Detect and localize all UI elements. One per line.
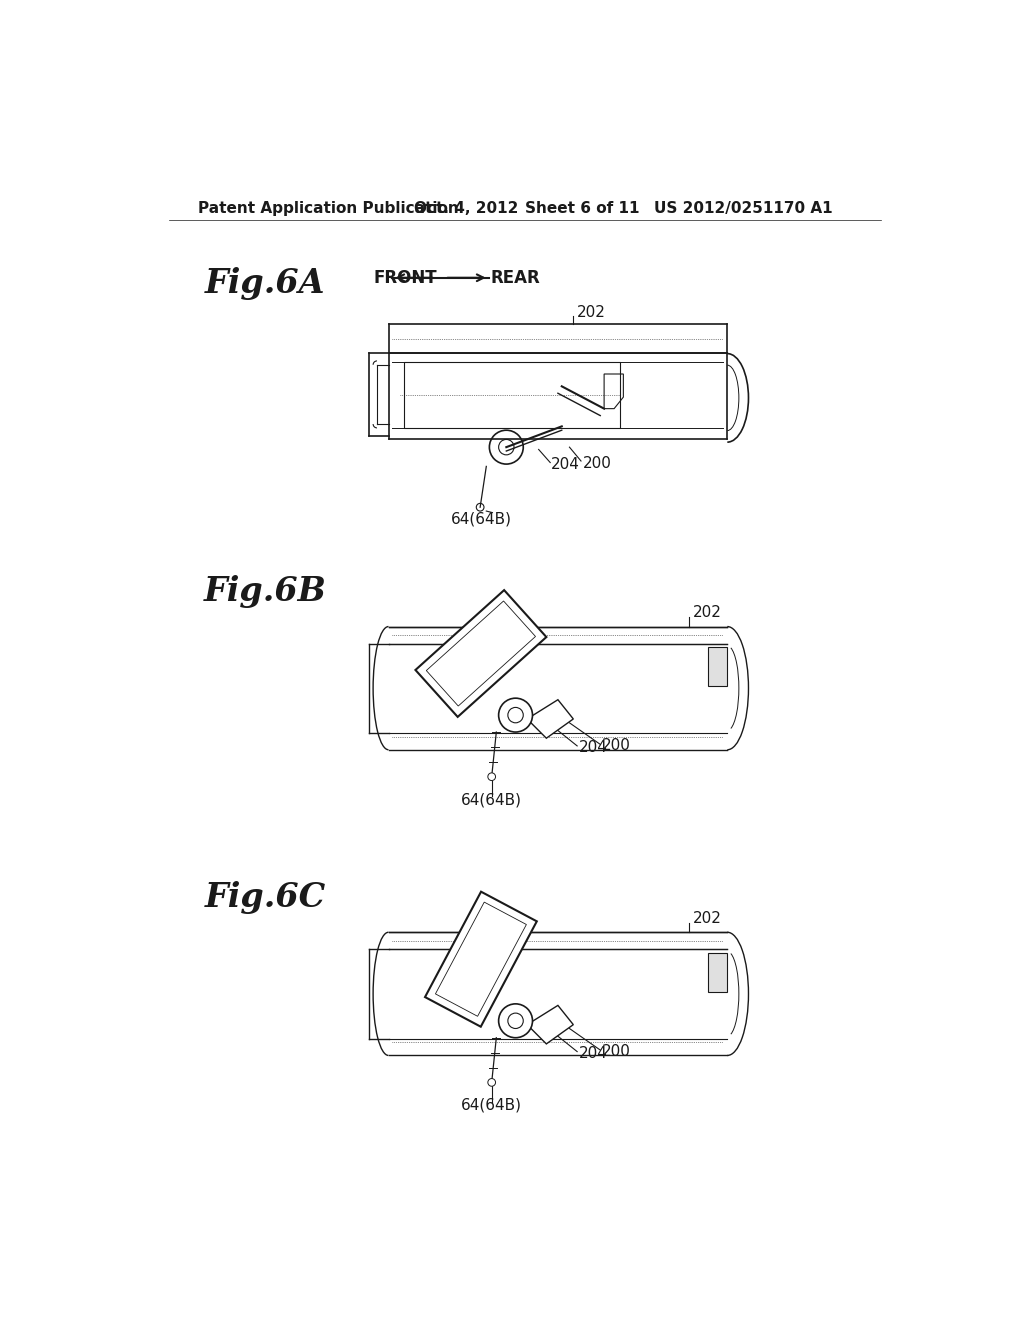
Text: Fig.6A: Fig.6A	[205, 267, 326, 300]
Text: 200: 200	[583, 455, 611, 471]
Text: 64(64B): 64(64B)	[461, 792, 522, 808]
Text: US 2012/0251170 A1: US 2012/0251170 A1	[654, 201, 833, 216]
Circle shape	[499, 1005, 532, 1038]
Polygon shape	[527, 1006, 573, 1044]
Text: REAR: REAR	[490, 269, 541, 286]
Polygon shape	[708, 647, 727, 686]
Text: Fig.6B: Fig.6B	[204, 574, 327, 607]
Polygon shape	[527, 700, 573, 738]
Text: 202: 202	[578, 305, 606, 319]
Text: 204: 204	[579, 741, 607, 755]
Polygon shape	[425, 892, 537, 1027]
Text: 200: 200	[602, 738, 631, 754]
Circle shape	[487, 1078, 496, 1086]
Text: Fig.6C: Fig.6C	[205, 882, 326, 913]
Text: 64(64B): 64(64B)	[451, 511, 511, 527]
Text: 200: 200	[602, 1044, 631, 1059]
Text: Patent Application Publication: Patent Application Publication	[199, 201, 459, 216]
Text: 202: 202	[692, 911, 722, 925]
Text: 202: 202	[692, 605, 722, 620]
Polygon shape	[416, 590, 547, 717]
Text: 204: 204	[551, 457, 580, 473]
Text: Oct. 4, 2012: Oct. 4, 2012	[414, 201, 518, 216]
Text: Sheet 6 of 11: Sheet 6 of 11	[524, 201, 639, 216]
Circle shape	[508, 1014, 523, 1028]
Text: 204: 204	[579, 1045, 607, 1061]
Text: 64(64B): 64(64B)	[461, 1098, 522, 1113]
Polygon shape	[708, 953, 727, 991]
Circle shape	[508, 708, 523, 723]
Text: FRONT: FRONT	[374, 269, 437, 286]
Circle shape	[499, 698, 532, 733]
Circle shape	[487, 774, 496, 780]
